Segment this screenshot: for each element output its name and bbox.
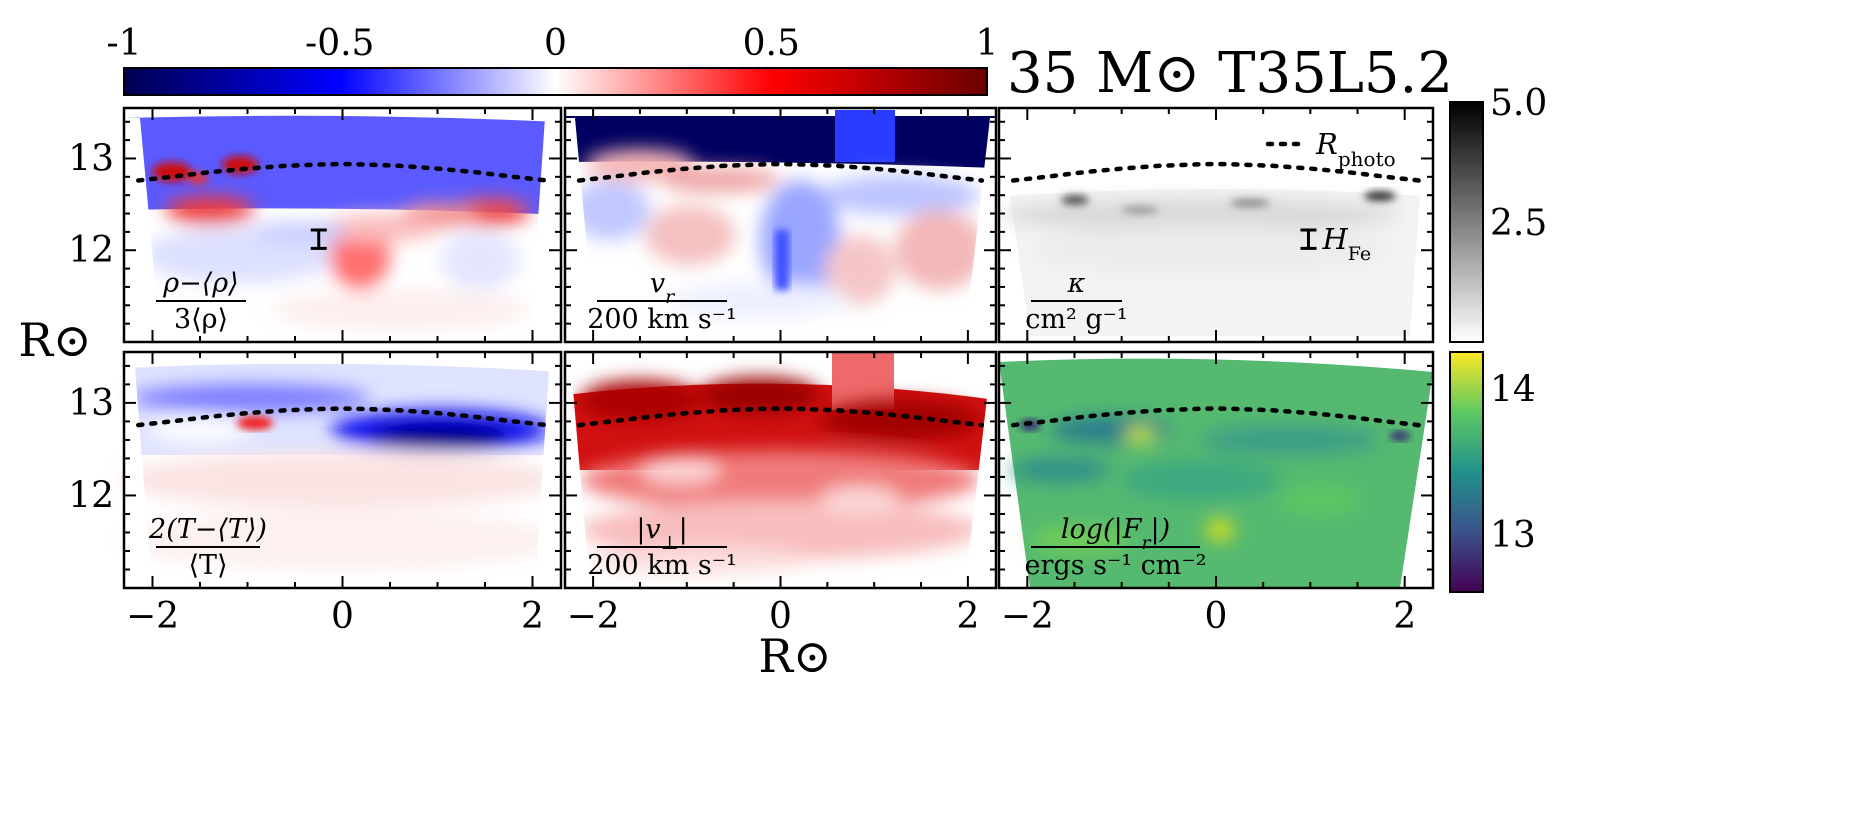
panel-label-denominator: cm² g⁻¹ — [1025, 304, 1128, 335]
colorbar-tick-label: 2.5 — [1490, 203, 1547, 244]
colorbar-tick-label: -1 — [106, 23, 141, 64]
panel-label-denominator: ⟨T⟩ — [188, 550, 227, 581]
colorbar-tick-label: 5.0 — [1490, 83, 1547, 124]
panel-d-field — [120, 355, 561, 588]
y-tick-label: 12 — [68, 230, 114, 271]
panel-label-denominator: 200 km s⁻¹ — [587, 550, 737, 581]
x-tick-label: −2 — [126, 596, 179, 637]
colorbar-viridis — [1449, 351, 1484, 593]
x-tick-label: 0 — [769, 596, 792, 637]
panel-label-numerator: 2(T−⟨T⟩) — [148, 514, 267, 545]
panel-e: |v⊥|200 km s⁻¹ — [563, 350, 998, 590]
photosphere-curve — [1010, 161, 1422, 183]
colorbar-tick-label: 1 — [976, 23, 999, 64]
panel-f: log(|Fr|)ergs s⁻¹ cm⁻² — [997, 350, 1435, 590]
photosphere-curve — [136, 406, 550, 428]
y-axis-title: R⊙ — [18, 313, 91, 367]
x-tick-label: 2 — [521, 596, 544, 637]
panel-label-numerator: ρ−⟨ρ⟩ — [162, 268, 238, 299]
figure-title: 35 M⊙ T35L5.2 — [1007, 41, 1453, 106]
x-tick-label: −2 — [567, 596, 620, 637]
x-tick-label: 2 — [1393, 596, 1416, 637]
colorbar-tick-label: 13 — [1490, 515, 1536, 556]
y-tick-label: 13 — [68, 138, 114, 179]
x-tick-label: 0 — [1205, 596, 1228, 637]
panel-d: 2(T−⟨T⟩) ⟨T⟩ — [122, 350, 563, 590]
panel-label-denominator: ergs s⁻¹ cm⁻² — [1025, 550, 1207, 581]
photosphere-curve — [576, 161, 985, 183]
x-tick-label: 0 — [331, 596, 354, 637]
panel-a-field — [124, 115, 561, 336]
colorbar-tick-label: 0 — [544, 23, 567, 64]
photosphere-curve — [576, 406, 985, 428]
panel-label-denominator: 200 km s⁻¹ — [587, 304, 737, 335]
y-tick-label: 13 — [68, 383, 114, 424]
panel-c-field — [999, 118, 1433, 336]
panel-label-numerator: κ — [1067, 268, 1086, 299]
panel-a: ρ−⟨ρ⟩ 3⟨ρ⟩ — [122, 106, 563, 344]
colorbar-grey — [1449, 101, 1484, 343]
y-tick-label: 12 — [68, 475, 114, 516]
panel-label-denominator: 3⟨ρ⟩ — [174, 304, 228, 335]
panel-b-field — [565, 110, 996, 336]
photosphere-curve — [136, 161, 550, 183]
colorbar-tick-label: 0.5 — [743, 23, 800, 64]
photosphere-curve — [1010, 406, 1422, 428]
x-tick-label: 2 — [956, 596, 979, 637]
colorbar-tick-label: -0.5 — [305, 23, 374, 64]
colorbar-diverging — [123, 67, 988, 96]
panel-e-field — [565, 352, 996, 588]
x-tick-label: −2 — [1001, 596, 1054, 637]
colorbar-tick-label: 14 — [1490, 369, 1536, 410]
x-axis-title: R⊙ — [758, 629, 831, 683]
